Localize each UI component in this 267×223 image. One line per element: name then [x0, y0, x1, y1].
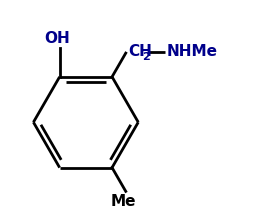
Text: Me: Me — [111, 194, 136, 209]
Text: 2: 2 — [142, 52, 150, 62]
Text: NHMe: NHMe — [167, 44, 218, 59]
Text: OH: OH — [44, 31, 70, 46]
Text: CH: CH — [128, 44, 152, 59]
